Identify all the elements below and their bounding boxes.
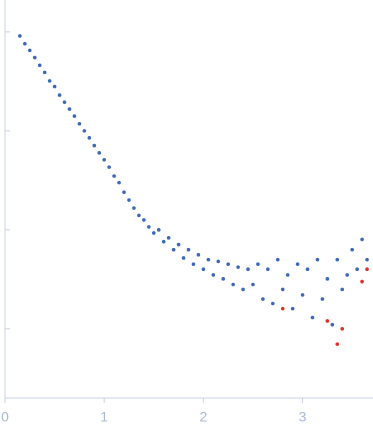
data-point <box>92 143 97 148</box>
data-point <box>67 107 72 111</box>
data-point <box>142 218 146 222</box>
data-point <box>236 265 240 269</box>
data-point <box>127 198 131 202</box>
data-point <box>261 297 265 301</box>
data-point <box>32 55 37 60</box>
data-point <box>206 257 211 262</box>
data-point <box>340 287 345 292</box>
data-point <box>251 282 255 287</box>
data-point <box>241 287 245 292</box>
data-point <box>77 121 82 126</box>
data-point <box>156 228 161 232</box>
data-point <box>256 262 260 266</box>
x-tick-label: 1 <box>100 409 108 425</box>
data-point <box>305 267 310 272</box>
data-point <box>186 247 191 252</box>
data-point <box>360 237 364 242</box>
data-point <box>330 322 335 327</box>
data-point <box>266 267 270 272</box>
data-point <box>196 252 201 257</box>
data-point <box>355 267 359 272</box>
data-point <box>107 165 111 169</box>
data-point <box>151 231 156 235</box>
data-point <box>132 206 136 210</box>
data-point <box>280 306 285 311</box>
data-point <box>320 297 325 301</box>
data-point <box>271 301 275 306</box>
data-point <box>27 48 32 53</box>
data-point <box>350 247 354 252</box>
data-point <box>295 262 300 266</box>
data-point <box>216 259 221 264</box>
data-point <box>300 293 305 297</box>
data-point <box>47 79 52 83</box>
data-point <box>275 257 280 262</box>
data-point <box>226 262 230 266</box>
data-point <box>365 257 369 262</box>
data-point <box>72 114 77 118</box>
data-point <box>246 267 250 272</box>
data-point <box>97 151 102 155</box>
data-point <box>365 267 369 272</box>
data-point <box>285 273 290 277</box>
data-point <box>176 242 181 247</box>
data-point <box>221 277 226 281</box>
data-point <box>102 158 106 162</box>
x-tick-label: 2 <box>199 409 207 425</box>
data-point <box>280 287 285 292</box>
data-point <box>147 225 151 229</box>
data-point <box>335 257 340 262</box>
data-point <box>117 180 121 185</box>
data-point <box>315 257 320 262</box>
data-point <box>325 277 330 281</box>
x-tick-label: 3 <box>299 409 307 425</box>
data-point <box>82 129 87 133</box>
data-point <box>191 262 196 266</box>
data-point <box>345 273 350 277</box>
data-point <box>57 93 62 97</box>
data-point <box>62 100 67 104</box>
data-point <box>181 256 186 260</box>
data-point <box>112 174 116 178</box>
data-point <box>122 190 126 195</box>
data-point <box>201 267 206 272</box>
data-point <box>171 247 176 252</box>
data-point <box>231 282 235 287</box>
data-point <box>211 273 216 277</box>
data-point <box>325 319 330 323</box>
data-point <box>310 315 315 320</box>
data-point <box>37 63 42 68</box>
x-tick-label: 0 <box>1 409 9 425</box>
data-point <box>137 213 141 218</box>
data-point <box>290 306 295 311</box>
data-point <box>340 327 345 331</box>
data-point <box>23 41 27 46</box>
data-point <box>161 239 166 244</box>
data-point <box>52 84 57 89</box>
data-point <box>18 34 22 38</box>
data-point <box>335 342 340 346</box>
data-point <box>42 70 47 75</box>
data-point <box>360 279 364 284</box>
data-point <box>87 136 92 140</box>
data-point <box>166 236 171 240</box>
